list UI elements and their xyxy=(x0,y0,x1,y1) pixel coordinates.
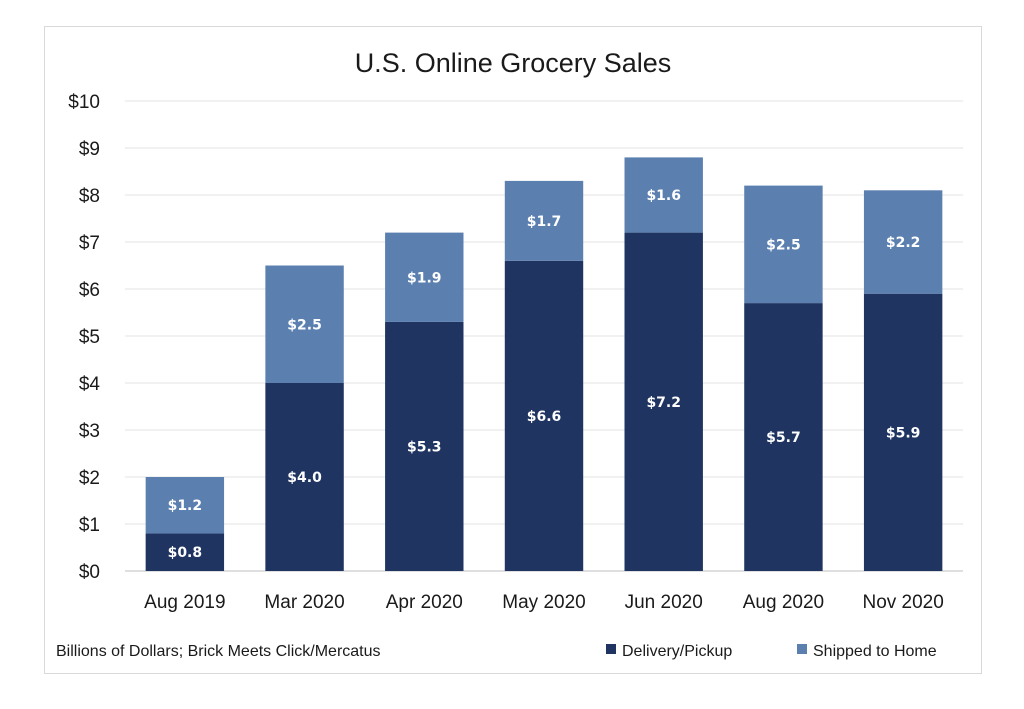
x-tick-label: Jun 2020 xyxy=(625,592,703,613)
data-label: $1.7 xyxy=(527,214,562,230)
legend-label: Delivery/Pickup xyxy=(622,643,732,660)
bar-shipped-to-home xyxy=(504,180,584,261)
y-tick-label: $3 xyxy=(79,421,100,442)
bars xyxy=(145,157,943,571)
source-note: Billions of Dollars; Brick Meets Click/M… xyxy=(56,643,381,660)
y-tick-label: $1 xyxy=(79,515,100,536)
bar-shipped-to-home xyxy=(863,190,943,294)
data-label: $5.7 xyxy=(766,430,801,446)
data-label: $2.5 xyxy=(287,317,322,333)
y-axis-ticks: $0 $1 $2 $3 $4 $5 $6 $7 $8 $9 $10 xyxy=(68,92,100,583)
bar-shipped-to-home xyxy=(744,185,823,304)
data-label: $4.0 xyxy=(287,470,322,486)
data-label: $5.3 xyxy=(407,439,442,455)
data-label: $1.2 xyxy=(168,498,203,514)
bar-shipped-to-home xyxy=(624,157,703,233)
bar-delivery-pickup xyxy=(624,232,703,571)
x-tick-label: Apr 2020 xyxy=(386,592,463,613)
x-tick-label: May 2020 xyxy=(502,592,585,613)
data-label: $2.2 xyxy=(886,235,921,251)
bar-delivery-pickup xyxy=(385,321,464,571)
legend-label: Shipped to Home xyxy=(813,643,937,660)
data-label: $6.6 xyxy=(527,409,562,425)
bar-shipped-to-home xyxy=(145,477,225,534)
bar-delivery-pickup xyxy=(504,260,584,571)
data-label: $5.9 xyxy=(886,425,921,441)
y-tick-label: $8 xyxy=(79,186,100,207)
y-tick-label: $2 xyxy=(79,468,100,489)
data-label: $7.2 xyxy=(646,395,681,411)
x-tick-label: Nov 2020 xyxy=(862,592,943,613)
y-tick-label: $10 xyxy=(68,92,100,113)
y-tick-label: $7 xyxy=(79,233,100,254)
x-axis-ticks: Aug 2019 Mar 2020 Apr 2020 May 2020 Jun 2020… xyxy=(144,592,944,613)
y-tick-label: $4 xyxy=(79,374,101,395)
y-tick-label: $9 xyxy=(79,139,100,160)
y-tick-label: $5 xyxy=(79,327,100,348)
x-tick-label: Mar 2020 xyxy=(264,592,344,613)
bar-delivery-pickup xyxy=(863,293,943,571)
bar-shipped-to-home xyxy=(385,232,464,322)
x-tick-label: Aug 2019 xyxy=(144,592,225,613)
data-labels: $0.8 $1.2 $4.0 $2.5 $5.3 $1.9 $6.6 $1.7 $7.2 $1.6… xyxy=(168,188,921,561)
data-label: $1.9 xyxy=(407,270,442,286)
bar-delivery-pickup xyxy=(145,533,225,571)
x-tick-label: Aug 2020 xyxy=(743,592,824,613)
bar-shipped-to-home xyxy=(265,265,344,383)
data-label: $0.8 xyxy=(168,545,203,561)
data-label: $2.5 xyxy=(766,237,801,253)
data-label: $1.6 xyxy=(646,188,681,204)
legend-swatch xyxy=(797,644,807,654)
legend-swatch xyxy=(606,644,616,654)
y-tick-label: $0 xyxy=(79,562,100,583)
chart-title: U.S. Online Grocery Sales xyxy=(355,48,672,78)
y-tick-label: $6 xyxy=(79,280,100,301)
bar-delivery-pickup xyxy=(744,303,823,571)
bar-delivery-pickup xyxy=(265,383,344,571)
legend: Delivery/Pickup Shipped to Home xyxy=(606,643,937,660)
